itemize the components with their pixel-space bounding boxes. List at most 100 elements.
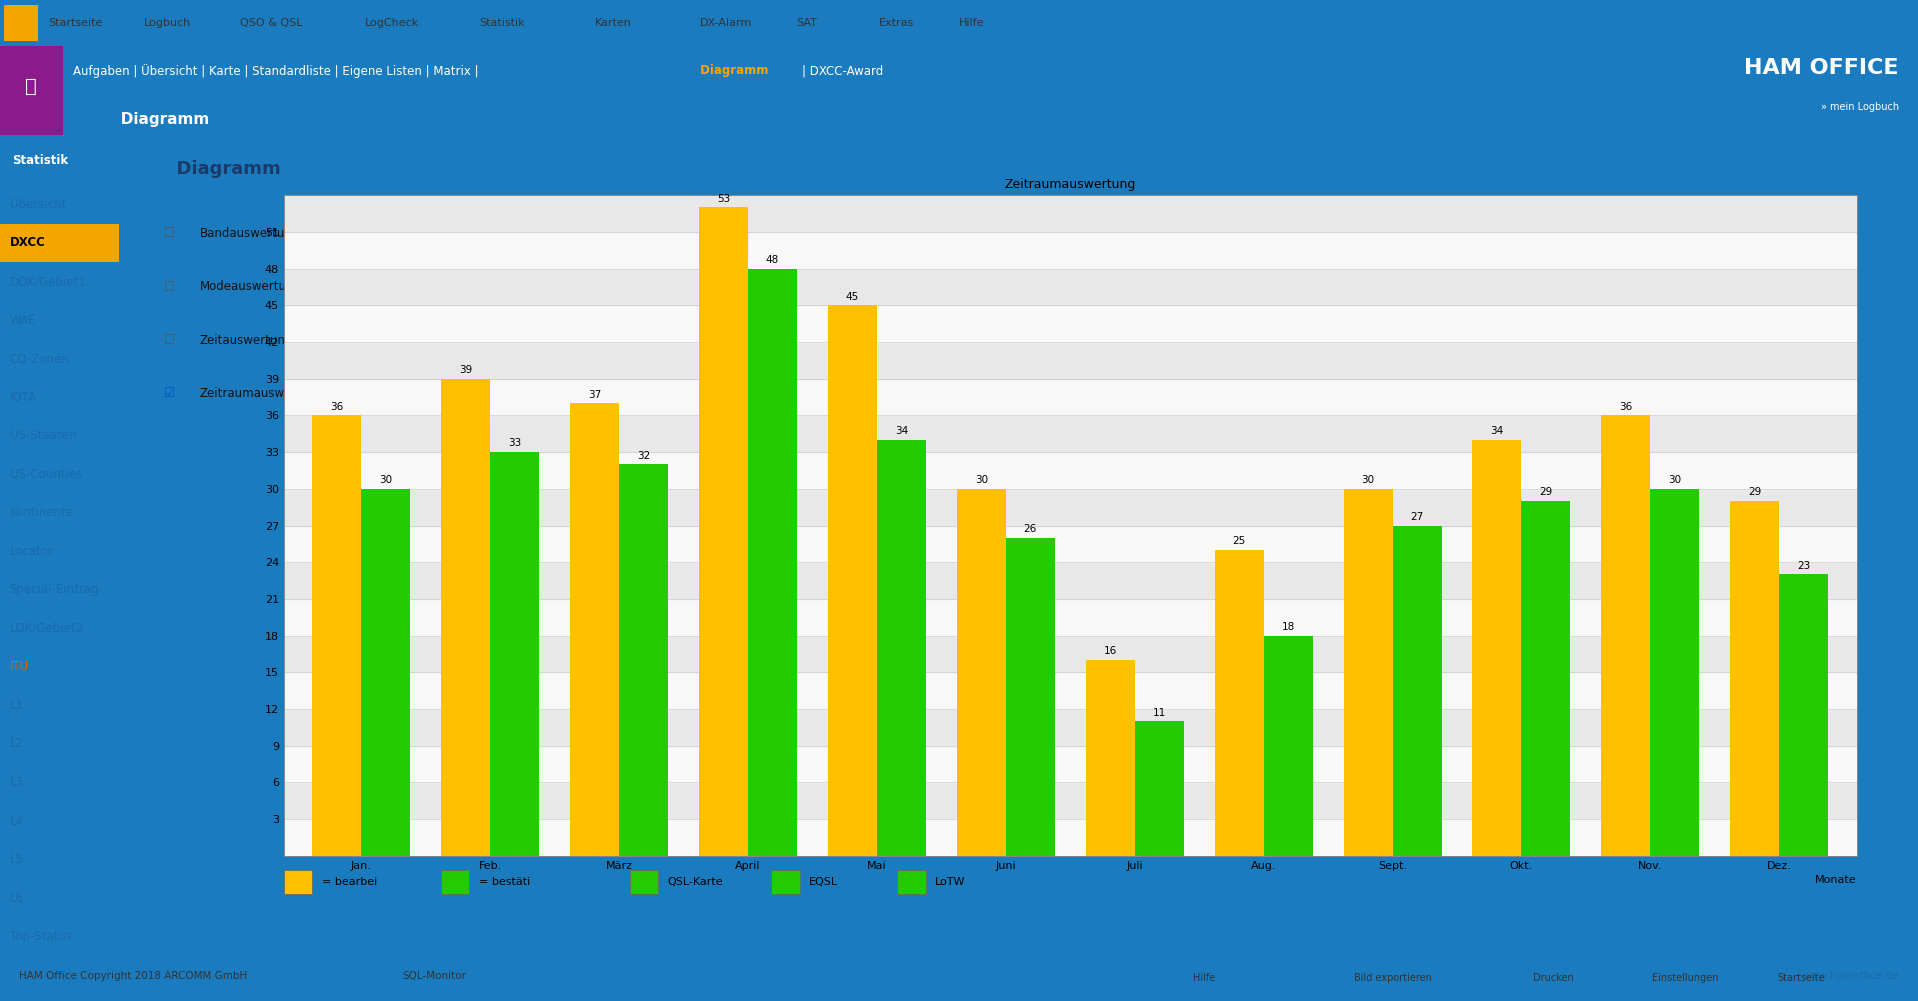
Text: L2: L2 [10, 738, 23, 751]
Text: ITU: ITU [10, 661, 29, 674]
Text: 30: 30 [974, 475, 988, 485]
Text: Special-Eintrag: Special-Eintrag [10, 584, 100, 597]
Text: Kontinente: Kontinente [10, 507, 73, 520]
Bar [748, 268, 798, 856]
Bar [284, 599, 1857, 636]
Text: Diagramm: Diagramm [163, 160, 280, 178]
Text: 30: 30 [1669, 475, 1682, 485]
Text: 11: 11 [1153, 708, 1166, 718]
Bar [284, 232, 1857, 268]
Text: HAM Office Copyright 2018 ARCOMM GmbH: HAM Office Copyright 2018 ARCOMM GmbH [19, 971, 247, 981]
Bar [898, 870, 926, 894]
Bar [361, 488, 410, 856]
Text: Locator: Locator [10, 545, 54, 558]
Text: ☑: ☑ [163, 387, 175, 400]
Text: LoTW: LoTW [934, 877, 965, 887]
Text: 36: 36 [330, 401, 343, 411]
Bar [0, 223, 119, 262]
Text: HAM OFFICE: HAM OFFICE [1743, 58, 1899, 78]
Bar [629, 870, 658, 894]
Text: 25: 25 [1233, 537, 1247, 547]
Text: 48: 48 [765, 255, 779, 265]
Bar [441, 870, 470, 894]
Text: Bild exportieren: Bild exportieren [1354, 974, 1433, 983]
Bar [698, 207, 748, 856]
Bar [1086, 660, 1135, 856]
Bar [284, 636, 1857, 673]
Bar [4, 5, 38, 41]
Bar [957, 488, 1005, 856]
Text: ☐: ☐ [163, 280, 175, 293]
Text: L5: L5 [10, 853, 23, 866]
Bar [441, 378, 491, 856]
Text: | DXCC-Award: | DXCC-Award [802, 64, 882, 77]
Bar [0, 46, 63, 135]
Text: Aufgaben | Übersicht | Karte | Standardliste | Eigene Listen | Matrix |: Aufgaben | Übersicht | Karte | Standardl… [73, 64, 478, 78]
Text: ☐: ☐ [163, 227, 175, 240]
Text: DXCC: DXCC [10, 236, 46, 249]
Text: = bearbei: = bearbei [322, 877, 376, 887]
Text: Karten: Karten [595, 18, 631, 28]
Bar [284, 783, 1857, 819]
Bar [1521, 502, 1571, 856]
Text: 27: 27 [1410, 512, 1423, 522]
Text: CQ-Zonen: CQ-Zonen [10, 352, 69, 365]
Text: US-Counties: US-Counties [10, 467, 82, 480]
Text: IOTA: IOTA [10, 390, 36, 403]
Text: 37: 37 [589, 389, 600, 399]
Bar [1473, 439, 1521, 856]
Bar [284, 673, 1857, 709]
Text: 16: 16 [1103, 647, 1116, 657]
Text: Einstellungen: Einstellungen [1651, 974, 1719, 983]
Bar [313, 415, 361, 856]
Text: QSO & QSL: QSO & QSL [240, 18, 303, 28]
Text: L3: L3 [10, 776, 23, 789]
Text: Startseite: Startseite [48, 18, 102, 28]
Text: Logbuch: Logbuch [144, 18, 192, 28]
Text: 34: 34 [1490, 426, 1504, 436]
Text: L4: L4 [10, 815, 23, 828]
Bar [1392, 526, 1442, 856]
Text: DOK/Gebiet1: DOK/Gebiet1 [10, 275, 86, 288]
Text: 23: 23 [1797, 561, 1811, 571]
Text: 29: 29 [1540, 487, 1552, 497]
Bar [771, 870, 800, 894]
Text: SQL-Monitor: SQL-Monitor [403, 971, 466, 981]
Text: www.hamoffice.de: www.hamoffice.de [1803, 971, 1899, 981]
Text: Modeauswertung: Modeauswertung [199, 280, 301, 293]
Bar [284, 819, 1857, 856]
Bar [1730, 502, 1780, 856]
Text: 39: 39 [458, 365, 472, 375]
Text: 30: 30 [1362, 475, 1375, 485]
Text: L6: L6 [10, 892, 23, 905]
Text: Diagramm: Diagramm [696, 64, 773, 77]
Text: Drucken: Drucken [1532, 974, 1575, 983]
Text: 30: 30 [380, 475, 393, 485]
Bar [284, 746, 1857, 783]
Bar [1005, 538, 1055, 856]
Text: ☐: ☐ [163, 334, 175, 346]
Text: 34: 34 [894, 426, 907, 436]
Bar [284, 452, 1857, 488]
Bar [284, 526, 1857, 563]
Text: Zeitauswertung: Zeitauswertung [199, 334, 293, 346]
Text: » mein Logbuch: » mein Logbuch [1820, 102, 1899, 112]
Text: Hilfe: Hilfe [959, 18, 984, 28]
Text: 32: 32 [637, 450, 650, 460]
Bar [284, 488, 1857, 526]
Bar [284, 709, 1857, 746]
Bar [1649, 488, 1699, 856]
Text: Extras: Extras [878, 18, 913, 28]
X-axis label: Monate: Monate [1814, 875, 1857, 885]
Text: 36: 36 [1619, 401, 1632, 411]
Text: Übersicht: Übersicht [10, 198, 65, 211]
Text: Diagramm: Diagramm [105, 111, 209, 126]
Bar [1135, 722, 1183, 856]
Text: = bestäti: = bestäti [480, 877, 529, 887]
Text: EQSL: EQSL [809, 877, 838, 887]
Text: 26: 26 [1024, 525, 1038, 535]
Bar [284, 305, 1857, 342]
Bar [1264, 636, 1312, 856]
Text: Zeitraumauswertung: Zeitraumauswertung [199, 387, 324, 400]
Text: 29: 29 [1747, 487, 1761, 497]
